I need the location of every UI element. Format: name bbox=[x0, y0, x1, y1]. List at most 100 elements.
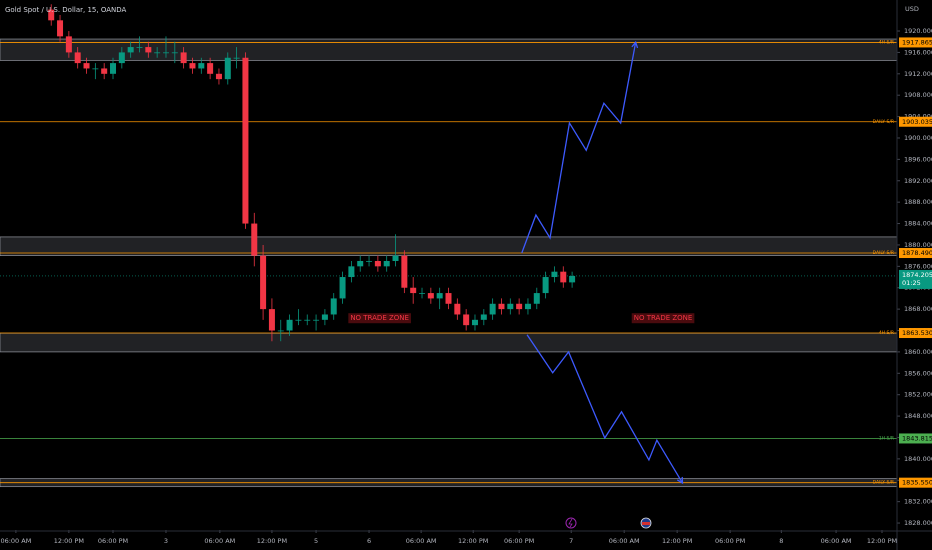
x-tick-label: 06:00 AM bbox=[821, 537, 852, 545]
annotation-label: NO TRADE ZONE bbox=[350, 314, 409, 322]
y-tick-label: 1832.000 bbox=[904, 498, 932, 506]
candle-body bbox=[260, 255, 267, 310]
price-tag bbox=[899, 433, 932, 444]
candle-body bbox=[410, 287, 417, 294]
candle-body bbox=[357, 260, 364, 267]
candle-body bbox=[348, 266, 355, 278]
x-tick-label: 06:00 AM bbox=[609, 537, 640, 545]
sr-line-label: DAILY S/R bbox=[873, 119, 894, 125]
candle-body bbox=[136, 47, 143, 48]
candle-body bbox=[313, 319, 320, 321]
candle-body bbox=[189, 63, 196, 69]
chart-title: Gold Spot / U.S. Dollar, 15, OANDA bbox=[5, 6, 127, 14]
candle-body bbox=[304, 319, 311, 321]
candle-body bbox=[207, 63, 214, 74]
x-tick-label: 06:00 PM bbox=[715, 537, 745, 545]
candle-body bbox=[65, 36, 72, 53]
candle-body bbox=[489, 303, 496, 315]
candle-body bbox=[419, 293, 426, 294]
candle-body bbox=[251, 223, 258, 256]
candle-body bbox=[507, 303, 514, 310]
event-icon bbox=[568, 518, 573, 528]
candle-body bbox=[83, 63, 90, 69]
candle-body bbox=[286, 319, 293, 331]
countdown-label: 01:25 bbox=[902, 279, 921, 287]
candle-body bbox=[551, 271, 558, 278]
candle-body bbox=[295, 319, 302, 321]
price-tag-label: 1835.550 bbox=[902, 479, 932, 487]
y-tick-label: 1856.000 bbox=[904, 369, 932, 377]
candle-body bbox=[498, 303, 505, 310]
candle-body bbox=[330, 298, 337, 315]
price-tag-label: 1843.815 bbox=[902, 434, 932, 442]
x-tick-label: 06:00 AM bbox=[406, 537, 437, 545]
sr-zone bbox=[0, 332, 898, 353]
projection-path bbox=[526, 334, 684, 484]
x-tick-label: 7 bbox=[569, 537, 573, 545]
y-tick-label: 1860.000 bbox=[904, 348, 932, 356]
currency-label: USD bbox=[905, 5, 919, 13]
candle-body bbox=[118, 52, 125, 64]
candle-body bbox=[92, 68, 99, 70]
y-tick-label: 1920.000 bbox=[904, 27, 932, 35]
candle-body bbox=[339, 277, 346, 299]
candle-body bbox=[101, 68, 108, 74]
back-layer: 1828.0001832.0001836.0001840.0001844.000… bbox=[0, 27, 932, 545]
candle-body bbox=[145, 47, 152, 53]
candle-body bbox=[57, 20, 64, 37]
annotation-background bbox=[631, 313, 695, 324]
candle-body bbox=[427, 293, 434, 299]
candle-body bbox=[454, 303, 461, 315]
price-tag-label: 1863.530 bbox=[902, 329, 932, 337]
price-tag bbox=[899, 477, 932, 488]
current-price-label: 1874.205 bbox=[902, 271, 932, 279]
x-tick-label: 3 bbox=[164, 537, 168, 545]
y-tick-label: 1852.000 bbox=[904, 391, 932, 399]
candle-body bbox=[471, 319, 478, 326]
y-tick-label: 1896.000 bbox=[904, 155, 932, 163]
x-tick-label: 5 bbox=[314, 537, 318, 545]
candle-body bbox=[560, 271, 567, 283]
y-tick-label: 1892.000 bbox=[904, 177, 932, 185]
candle-body bbox=[533, 293, 540, 304]
projection-path bbox=[521, 42, 637, 254]
sr-line-label: 4H S/R bbox=[879, 39, 894, 45]
x-tick-label: 06:00 PM bbox=[504, 537, 534, 545]
candle-body bbox=[321, 314, 328, 320]
candle-body bbox=[224, 57, 231, 80]
x-tick-label: 12:00 PM bbox=[257, 537, 287, 545]
x-tick-label: 6 bbox=[367, 537, 371, 545]
event-icon bbox=[565, 517, 577, 529]
y-tick-label: 1904.000 bbox=[904, 113, 932, 121]
y-tick-label: 1840.000 bbox=[904, 455, 932, 463]
candle-body bbox=[171, 52, 178, 54]
candle-body bbox=[445, 293, 452, 304]
candle-body bbox=[215, 73, 222, 80]
y-tick-label: 1912.000 bbox=[904, 70, 932, 78]
y-tick-label: 1908.000 bbox=[904, 91, 932, 99]
candle-body bbox=[48, 9, 55, 21]
x-tick-label: 12:00 PM bbox=[54, 537, 84, 545]
main-layer bbox=[48, 4, 684, 485]
candle-body bbox=[374, 260, 381, 267]
x-tick-label: 12:00 PM bbox=[867, 537, 897, 545]
candle-body bbox=[180, 52, 187, 64]
y-tick-label: 1884.000 bbox=[904, 220, 932, 228]
x-tick-label: 12:00 PM bbox=[458, 537, 488, 545]
event-icon bbox=[642, 522, 650, 525]
x-tick-label: 06:00 AM bbox=[204, 537, 235, 545]
candle-body bbox=[392, 255, 399, 261]
candle-body bbox=[542, 277, 549, 294]
y-tick-label: 1888.000 bbox=[904, 198, 932, 206]
candle-body bbox=[383, 260, 390, 267]
candle-body bbox=[154, 52, 161, 54]
price-tag bbox=[899, 116, 932, 127]
candle-body bbox=[366, 260, 373, 262]
y-tick-label: 1900.000 bbox=[904, 134, 932, 142]
candle-body bbox=[198, 63, 205, 69]
sr-line-label: 4H S/R bbox=[879, 330, 894, 336]
annotation-background bbox=[348, 313, 411, 324]
annotation-label: NO TRADE ZONE bbox=[634, 314, 693, 322]
y-tick-label: 1848.000 bbox=[904, 412, 932, 420]
